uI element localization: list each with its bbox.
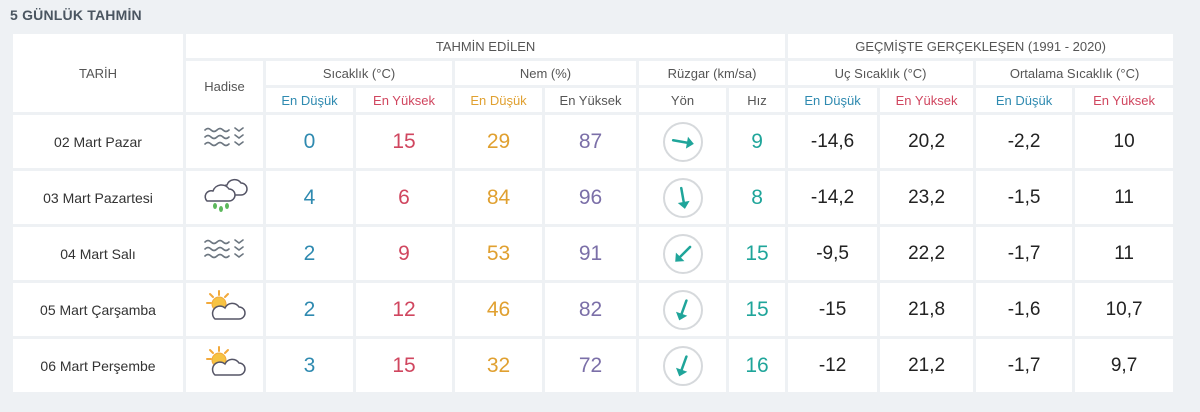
page-title: 5 GÜNLÜK TAHMİN: [10, 7, 142, 23]
temp-high-cell: 12: [356, 283, 452, 336]
avg-high-cell: 11: [1075, 227, 1174, 280]
date-cell: 04 Mart Salı: [13, 227, 183, 280]
wind-direction-cell: [639, 115, 726, 168]
past-group-header: GEÇMİŞTE GERÇEKLEŞEN (1991 - 2020): [788, 34, 1174, 58]
extreme-low-cell: -15: [788, 283, 878, 336]
partly-cloudy-icon: [201, 345, 249, 386]
table-row: 06 Mart Perşembe 3 15 32 72 16 -12 21,2 -1,7 9,7: [13, 339, 1174, 392]
humidity-header: Nem (%): [455, 61, 636, 85]
date-header: TARİH: [13, 34, 183, 112]
avg-low-header: En Düşük: [976, 88, 1073, 112]
avg-low-cell: -1,7: [976, 339, 1073, 392]
wind-speed-header: Hız: [729, 88, 786, 112]
avg-low-cell: -1,6: [976, 283, 1073, 336]
table-row: 04 Mart Salı 2 9 53 91 15 -9,5 22,2 -1,7 11: [13, 227, 1174, 280]
temp-high-cell: 9: [356, 227, 452, 280]
table-row: 05 Mart Çarşamba 2 12 46 82 15 -15 21,8 -1,6 10,7: [13, 283, 1174, 336]
temp-low-cell: 4: [266, 171, 353, 224]
event-cell: [186, 227, 263, 280]
humidity-high-cell: 87: [545, 115, 636, 168]
extreme-low-cell: -12: [788, 339, 878, 392]
temp-low-cell: 2: [266, 283, 353, 336]
extreme-high-cell: 21,2: [880, 339, 974, 392]
date-cell: 05 Mart Çarşamba: [13, 283, 183, 336]
wind-speed-cell: 9: [729, 115, 786, 168]
extreme-low-cell: -14,6: [788, 115, 878, 168]
wind-arrow-icon: [662, 177, 703, 218]
humidity-high-cell: 82: [545, 283, 636, 336]
temp-high-cell: 6: [356, 171, 452, 224]
event-cell: [186, 171, 263, 224]
wind-direction-cell: [639, 227, 726, 280]
avg-low-cell: -1,7: [976, 227, 1073, 280]
wind-arrow-icon: [662, 289, 703, 330]
temp-high-cell: 15: [356, 339, 452, 392]
date-cell: 03 Mart Pazartesi: [13, 171, 183, 224]
event-cell: [186, 339, 263, 392]
temp-low-header: En Düşük: [266, 88, 353, 112]
temp-high-header: En Yüksek: [356, 88, 452, 112]
extreme-low-cell: -9,5: [788, 227, 878, 280]
extreme-high-cell: 20,2: [880, 115, 974, 168]
avg-temp-header: Ortalama Sıcaklık (°C): [976, 61, 1174, 85]
wind-arrow-icon: [662, 121, 703, 162]
wind-arrow-icon: [662, 233, 703, 274]
wind-speed-cell: 8: [729, 171, 786, 224]
wind-header: Rüzgar (km/sa): [639, 61, 786, 85]
table-row: 03 Mart Pazartesi 4 6 84 96 8 -14,2 23,2 -1,5 11: [13, 171, 1174, 224]
humidity-high-cell: 72: [545, 339, 636, 392]
humidity-low-cell: 84: [455, 171, 542, 224]
avg-high-cell: 9,7: [1075, 339, 1174, 392]
avg-low-cell: -2,2: [976, 115, 1073, 168]
fog-icon: [202, 236, 248, 271]
avg-high-cell: 10,7: [1075, 283, 1174, 336]
wind-speed-cell: 15: [729, 283, 786, 336]
humidity-high-cell: 96: [545, 171, 636, 224]
rain-cloud-icon: [201, 177, 249, 218]
wind-arrow-icon: [662, 345, 703, 386]
extreme-temp-header: Uç Sıcaklık (°C): [788, 61, 974, 85]
humidity-high-cell: 91: [545, 227, 636, 280]
extreme-high-cell: 22,2: [880, 227, 974, 280]
wind-speed-cell: 16: [729, 339, 786, 392]
avg-high-header: En Yüksek: [1075, 88, 1174, 112]
temp-low-cell: 2: [266, 227, 353, 280]
humidity-low-cell: 53: [455, 227, 542, 280]
temp-low-cell: 0: [266, 115, 353, 168]
humidity-low-cell: 32: [455, 339, 542, 392]
wind-direction-cell: [639, 339, 726, 392]
wind-direction-cell: [639, 283, 726, 336]
wind-direction-header: Yön: [639, 88, 726, 112]
forecast-group-header: TAHMİN EDİLEN: [186, 34, 786, 58]
avg-high-cell: 11: [1075, 171, 1174, 224]
extreme-low-header: En Düşük: [788, 88, 878, 112]
humidity-low-cell: 29: [455, 115, 542, 168]
humidity-high-header: En Yüksek: [545, 88, 636, 112]
partly-cloudy-icon: [201, 289, 249, 330]
avg-low-cell: -1,5: [976, 171, 1073, 224]
humidity-low-cell: 46: [455, 283, 542, 336]
fog-icon: [202, 124, 248, 159]
extreme-high-header: En Yüksek: [880, 88, 974, 112]
humidity-low-header: En Düşük: [455, 88, 542, 112]
table-row: 02 Mart Pazar 0 15 29 87 9 -14,6 20,2 -2,2 10: [13, 115, 1174, 168]
forecast-table: TARİH TAHMİN EDİLEN GEÇMİŞTE GERÇEKLEŞEN…: [10, 31, 1176, 395]
event-cell: [186, 283, 263, 336]
temp-header: Sıcaklık (°C): [266, 61, 452, 85]
event-cell: [186, 115, 263, 168]
date-cell: 06 Mart Perşembe: [13, 339, 183, 392]
event-header: Hadise: [186, 61, 263, 112]
extreme-high-cell: 21,8: [880, 283, 974, 336]
date-cell: 02 Mart Pazar: [13, 115, 183, 168]
extreme-high-cell: 23,2: [880, 171, 974, 224]
wind-direction-cell: [639, 171, 726, 224]
wind-speed-cell: 15: [729, 227, 786, 280]
temp-low-cell: 3: [266, 339, 353, 392]
extreme-low-cell: -14,2: [788, 171, 878, 224]
avg-high-cell: 10: [1075, 115, 1174, 168]
temp-high-cell: 15: [356, 115, 452, 168]
